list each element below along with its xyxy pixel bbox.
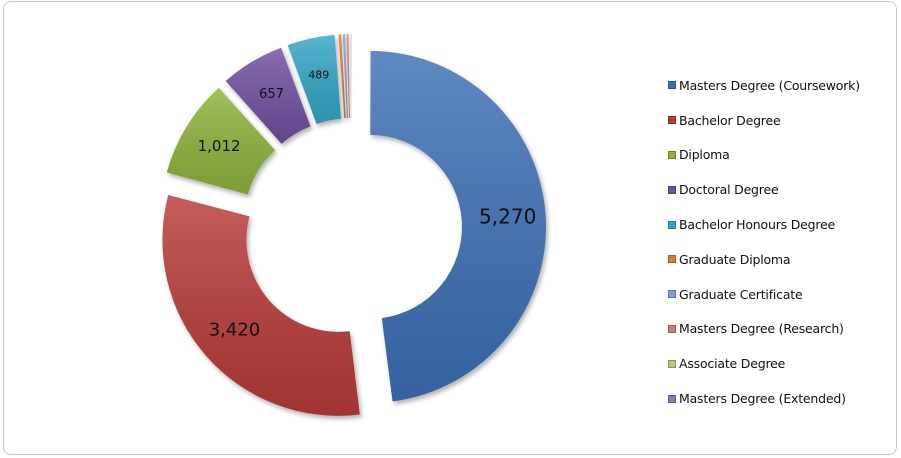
legend-item-associate: Associate Degree <box>668 346 860 381</box>
labels-group: 5,270 3,420 1,012 657 489 <box>198 69 537 341</box>
legend-swatch-icon <box>668 359 676 368</box>
legend-swatch-icon <box>668 290 676 299</box>
legend-swatch-icon <box>668 394 676 403</box>
legend-item-graduate-diploma: Graduate Diploma <box>668 242 860 277</box>
slice-bachelor-degree <box>162 194 360 416</box>
legend-item-bachelor-honours: Bachelor Honours Degree <box>668 207 860 242</box>
data-label: 1,012 <box>198 137 241 155</box>
chart-legend: Masters Degree (Coursework) Bachelor Deg… <box>668 68 860 416</box>
slice-bachelor-honours-degree <box>287 34 342 125</box>
legend-item-graduate-certificate: Graduate Certificate <box>668 277 860 312</box>
legend-label: Masters Degree (Coursework) <box>679 77 860 93</box>
slice-diploma <box>166 87 276 195</box>
legend-label: Graduate Diploma <box>679 251 791 267</box>
legend-swatch-icon <box>668 185 676 194</box>
legend-swatch-icon <box>668 116 676 125</box>
legend-swatch-icon <box>668 324 676 333</box>
data-label: 489 <box>308 69 329 82</box>
legend-label: Bachelor Degree <box>679 112 781 128</box>
legend-swatch-icon <box>668 255 676 264</box>
data-label: 5,270 <box>479 205 536 229</box>
slice-graduate-diploma <box>338 34 346 119</box>
slice-associate-degree <box>349 34 351 119</box>
legend-item-bachelor: Bachelor Degree <box>668 103 860 138</box>
slice-masters-degree-coursework <box>370 50 546 402</box>
legend-item-masters-extended: Masters Degree (Extended) <box>668 381 860 416</box>
slice-doctoral-degree <box>225 47 311 144</box>
legend-label: Associate Degree <box>679 356 786 372</box>
legend-label: Diploma <box>679 147 730 163</box>
slices-group <box>162 34 546 416</box>
legend-label: Bachelor Honours Degree <box>679 217 836 233</box>
legend-item-diploma: Diploma <box>668 138 860 173</box>
legend-swatch-icon <box>668 150 676 159</box>
slice-masters-degree-research <box>346 34 350 119</box>
data-label: 657 <box>259 87 284 102</box>
legend-swatch-icon <box>668 220 676 229</box>
legend-swatch-icon <box>668 81 676 90</box>
legend-label: Graduate Certificate <box>679 286 803 302</box>
data-label: 3,420 <box>209 320 261 341</box>
legend-item-masters-coursework: Masters Degree (Coursework) <box>668 68 860 103</box>
legend-label: Masters Degree (Research) <box>679 321 844 337</box>
slice-graduate-certificate <box>342 34 349 119</box>
legend-label: Masters Degree (Extended) <box>679 391 846 407</box>
legend-label: Doctoral Degree <box>679 182 779 198</box>
legend-item-doctoral: Doctoral Degree <box>668 172 860 207</box>
legend-item-masters-research: Masters Degree (Research) <box>668 312 860 347</box>
